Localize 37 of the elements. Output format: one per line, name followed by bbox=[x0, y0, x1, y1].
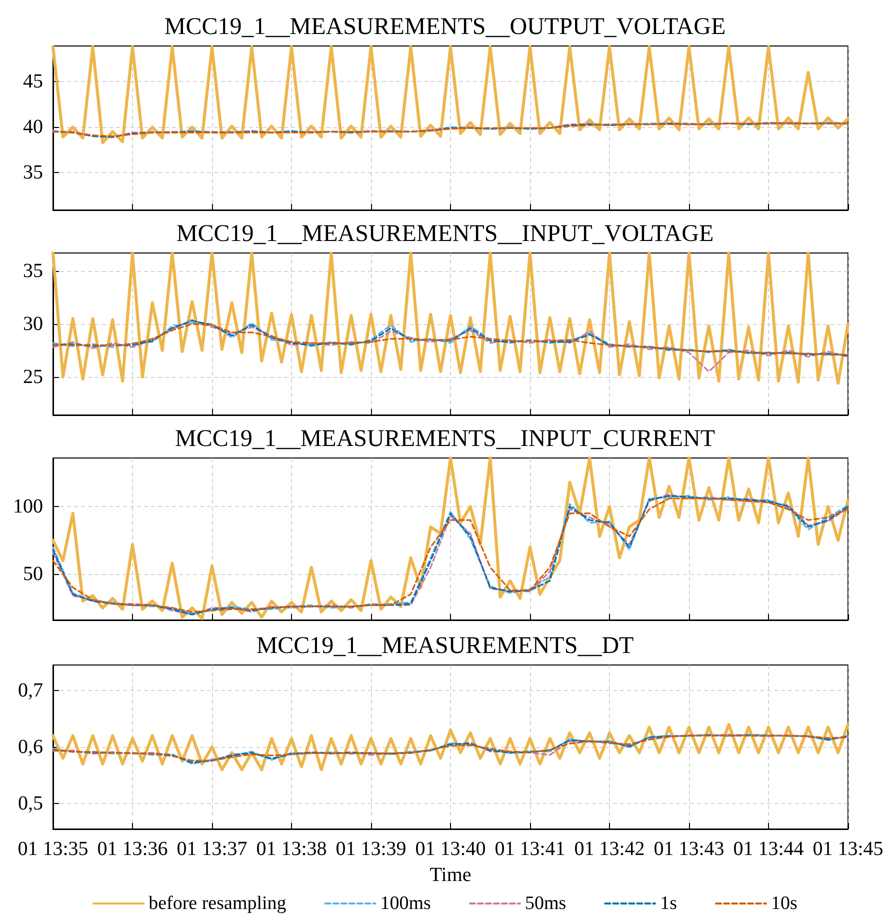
y-tick-label: 35 bbox=[23, 162, 43, 184]
y-tick-label: 0,6 bbox=[18, 736, 43, 758]
chart-title: MCC19_1__MEASUREMENTS__INPUT_VOLTAGE bbox=[176, 221, 714, 247]
y-tick-label: 0,5 bbox=[18, 792, 43, 815]
x-tick-label: 01 13:42 bbox=[574, 838, 645, 860]
chart-title: MCC19_1__MEASUREMENTS__INPUT_CURRENT bbox=[174, 426, 716, 452]
x-axis-title: Time bbox=[430, 864, 472, 886]
y-tick-label: 45 bbox=[23, 70, 43, 93]
line-series bbox=[52, 456, 850, 620]
legend-label: 10s bbox=[771, 893, 798, 914]
legend-label: 100ms bbox=[380, 893, 431, 914]
x-tick-label: 01 13:44 bbox=[733, 838, 804, 860]
line-series bbox=[52, 252, 850, 385]
legend-label: before resampling bbox=[148, 893, 287, 914]
legend-label: 50ms bbox=[524, 893, 566, 914]
y-tick-label: 25 bbox=[23, 366, 43, 388]
x-tick-label: 01 13:43 bbox=[654, 838, 724, 860]
y-tick-label: 100 bbox=[13, 496, 43, 518]
line-series bbox=[52, 722, 850, 772]
x-tick-label: 01 13:35 bbox=[18, 838, 88, 860]
legend-label: 1s bbox=[660, 893, 678, 914]
y-tick-label: 50 bbox=[23, 563, 43, 586]
chart-title: MCC19_1__MEASUREMENTS__OUTPUT_VOLTAGE bbox=[164, 14, 726, 40]
x-tick-label: 01 13:36 bbox=[97, 838, 168, 860]
x-tick-label: 01 13:41 bbox=[494, 838, 566, 860]
x-tick-label: 01 13:39 bbox=[336, 838, 406, 860]
y-tick-label: 0,7 bbox=[18, 679, 43, 702]
line-series bbox=[52, 318, 849, 372]
chart-title: MCC19_1__MEASUREMENTS__DT bbox=[256, 633, 634, 659]
x-tick-label: 01 13:37 bbox=[176, 838, 248, 860]
y-tick-label: 40 bbox=[23, 116, 43, 138]
y-tick-label: 35 bbox=[23, 260, 43, 282]
x-tick-label: 01 13:45 bbox=[812, 838, 884, 860]
x-tick-label: 01 13:40 bbox=[415, 838, 486, 860]
x-tick-label: 01 13:38 bbox=[256, 838, 327, 860]
line-series bbox=[52, 45, 850, 144]
y-tick-label: 30 bbox=[23, 312, 43, 335]
